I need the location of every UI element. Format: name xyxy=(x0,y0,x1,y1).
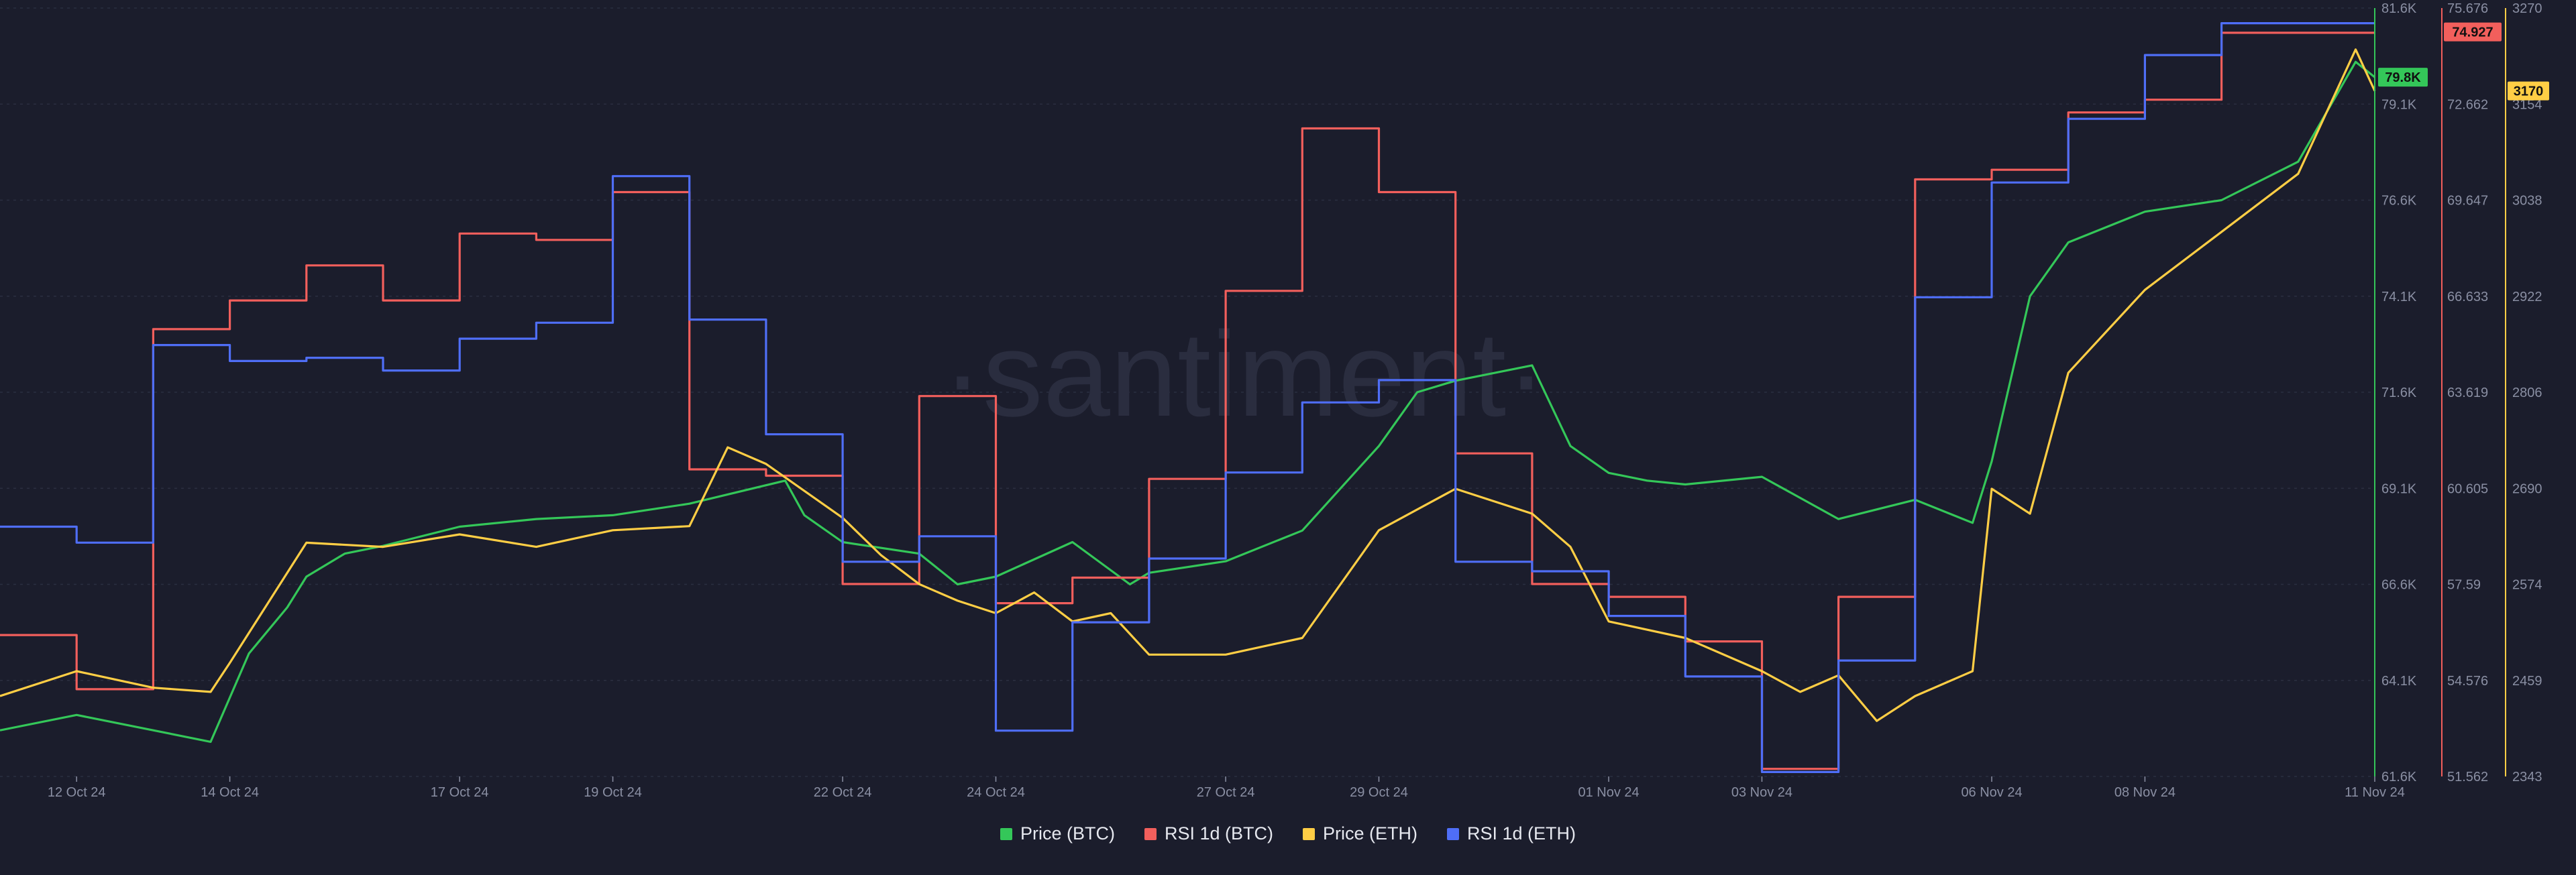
y-tick-label-btc_price: 61.6K xyxy=(2381,770,2417,784)
x-tick-label: 01 Nov 24 xyxy=(1578,785,1639,800)
legend-swatch xyxy=(1447,827,1459,840)
current-value-badge xyxy=(2378,68,2428,87)
legend-swatch xyxy=(1144,827,1157,840)
y-tick-label-rsi: 63.619 xyxy=(2447,386,2488,400)
legend-item-price-eth[interactable]: Price (ETH) xyxy=(1303,823,1417,844)
x-tick-label: 08 Nov 24 xyxy=(2114,785,2176,800)
y-tick-label-btc_price: 79.1K xyxy=(2381,97,2417,112)
y-tick-label-btc_price: 66.6K xyxy=(2381,578,2417,593)
y-tick-label-eth_price: 3038 xyxy=(2512,194,2542,209)
y-tick-label-btc_price: 76.6K xyxy=(2381,194,2417,209)
y-tick-label-eth_price: 2574 xyxy=(2512,578,2542,593)
y-tick-label-rsi: 60.605 xyxy=(2447,481,2488,496)
x-tick-label: 29 Oct 24 xyxy=(1350,785,1408,800)
series-line-price-eth xyxy=(0,48,2376,722)
series-layer xyxy=(0,22,2376,773)
y-tick-label-eth_price: 2459 xyxy=(2512,674,2542,689)
legend-label: Price (ETH) xyxy=(1323,823,1417,843)
series-line-rsi-1d-btc xyxy=(0,32,2375,770)
y-tick-label-rsi: 54.576 xyxy=(2447,674,2488,689)
y-tick-label-eth_price: 3270 xyxy=(2512,1,2542,16)
y-tick-label-eth_price: 3154 xyxy=(2512,97,2542,112)
legend-item-rsi-eth[interactable]: RSI 1d (ETH) xyxy=(1447,823,1576,844)
x-tick-label: 19 Oct 24 xyxy=(584,785,642,800)
y-tick-label-btc_price: 81.6K xyxy=(2381,1,2417,16)
y-tick-label-eth_price: 2343 xyxy=(2512,770,2542,784)
y-tick-label-btc_price: 71.6K xyxy=(2381,386,2417,400)
x-tick-label: 22 Oct 24 xyxy=(814,785,872,800)
current-value-badge xyxy=(2444,22,2502,42)
x-tick-label: 11 Nov 24 xyxy=(2345,785,2405,800)
legend: Price (BTC) RSI 1d (BTC) Price (ETH) RSI… xyxy=(0,823,2576,844)
y-tick-label-btc_price: 64.1K xyxy=(2381,674,2417,689)
x-tick-label: 06 Nov 24 xyxy=(1961,785,2022,800)
x-tick-label: 14 Oct 24 xyxy=(201,785,259,800)
legend-item-rsi-btc[interactable]: RSI 1d (BTC) xyxy=(1144,823,1273,844)
current-value-badge xyxy=(2508,81,2549,101)
y-tick-label-rsi: 75.676 xyxy=(2447,1,2488,16)
series-line-price-btc xyxy=(0,60,2376,743)
legend-label: RSI 1d (BTC) xyxy=(1164,823,1273,843)
legend-swatch xyxy=(1000,827,1012,840)
x-tick-label: 27 Oct 24 xyxy=(1197,785,1255,800)
y-tick-label-eth_price: 2922 xyxy=(2512,290,2542,304)
x-tick-label: 03 Nov 24 xyxy=(1731,785,1792,800)
current-value-label: 3170 xyxy=(2514,84,2544,99)
legend-label: RSI 1d (ETH) xyxy=(1467,823,1576,843)
x-tick-label: 24 Oct 24 xyxy=(967,785,1025,800)
y-tick-label-btc_price: 69.1K xyxy=(2381,481,2417,496)
y-tick-label-rsi: 72.662 xyxy=(2447,97,2488,112)
legend-swatch xyxy=(1303,827,1315,840)
current-value-label: 79.8K xyxy=(2385,70,2421,85)
legend-label: Price (BTC) xyxy=(1020,823,1115,843)
y-tick-label-rsi: 66.633 xyxy=(2447,290,2488,304)
x-tick-label: 17 Oct 24 xyxy=(431,785,489,800)
y-tick-label-eth_price: 2690 xyxy=(2512,481,2542,496)
current-value-label: 74.927 xyxy=(2452,25,2493,40)
y-tick-label-rsi: 57.59 xyxy=(2447,578,2481,593)
series-line-rsi-1d-eth xyxy=(0,22,2375,773)
watermark: ·santiment· xyxy=(943,307,1546,442)
y-tick-label-rsi: 51.562 xyxy=(2447,770,2488,784)
y-tick-label-btc_price: 74.1K xyxy=(2381,290,2417,304)
legend-item-price-btc[interactable]: Price (BTC) xyxy=(1000,823,1115,844)
y-tick-label-eth_price: 2806 xyxy=(2512,386,2542,400)
y-tick-label-rsi: 69.647 xyxy=(2447,194,2488,209)
x-tick-label: 12 Oct 24 xyxy=(48,785,106,800)
